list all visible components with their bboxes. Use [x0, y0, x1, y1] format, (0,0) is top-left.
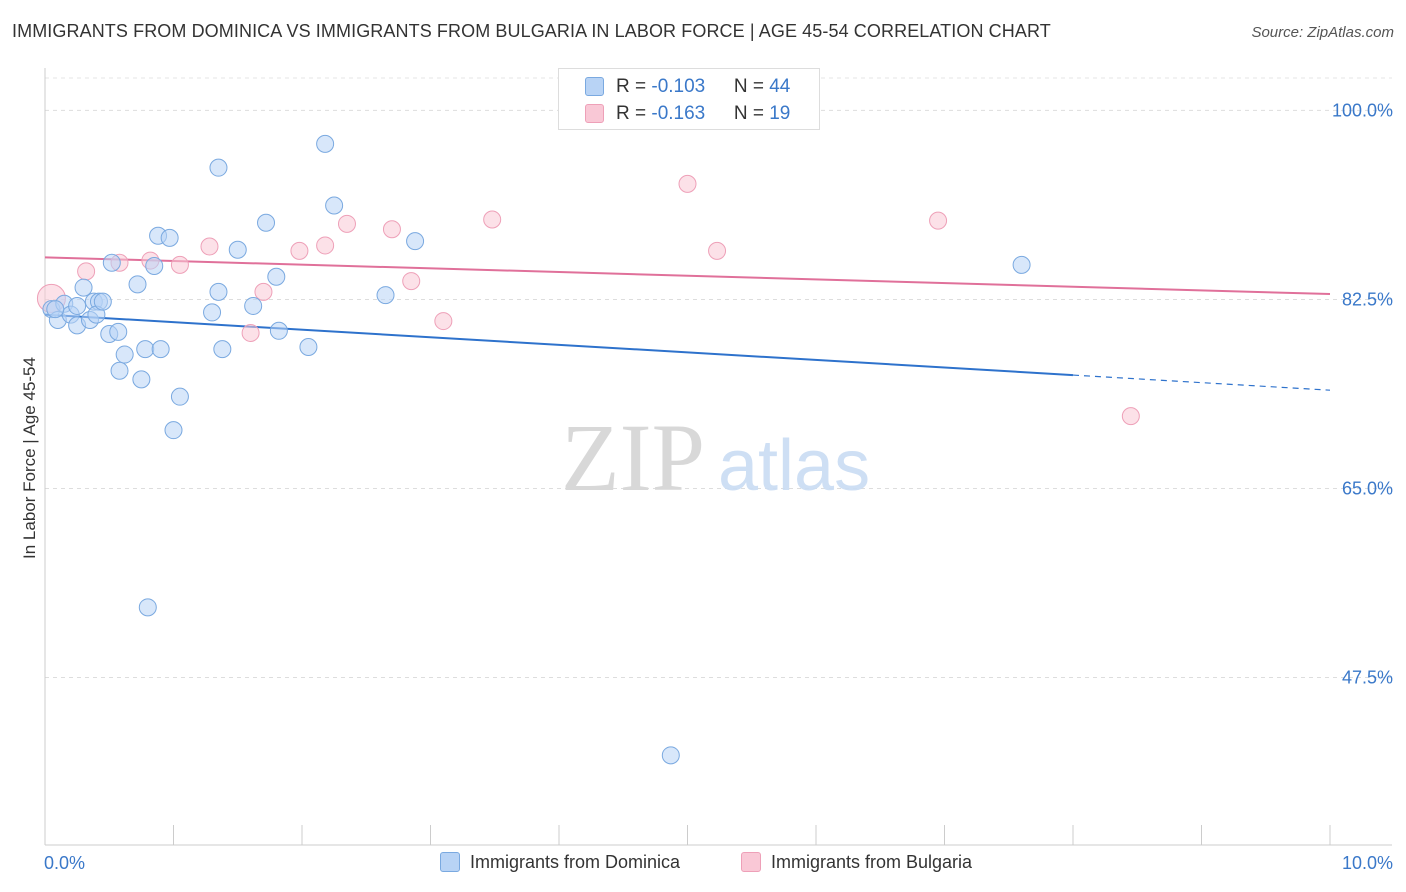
legend-n-value: 44: [769, 76, 791, 97]
trend-line-dominica: [44, 313, 1074, 377]
dominica-point: [213, 340, 232, 359]
x-tick-label-min: 0.0%: [44, 853, 85, 873]
dominica-point: [132, 370, 151, 389]
watermark-atlas: atlas: [718, 426, 870, 506]
dominica-point: [145, 256, 164, 275]
bulgaria-point: [316, 236, 335, 255]
y-axis-label: In Labor Force | Age 45-54: [20, 357, 39, 559]
dominica-point: [128, 275, 147, 294]
bulgaria-point: [708, 241, 727, 260]
legend-r-label: R =: [616, 76, 652, 97]
tick-labels: 100.0% 82.5% 65.0% 47.5% 0.0% 10.0%: [44, 100, 1393, 873]
dominica-point: [74, 278, 93, 297]
bulgaria-point: [200, 237, 219, 256]
dominica-point: [267, 267, 286, 286]
dominica-point: [164, 421, 183, 440]
legend-n-label: N =: [733, 103, 770, 124]
bulgaria-point: [290, 241, 309, 260]
trend-lines: [44, 256, 1331, 391]
bulgaria-point: [483, 210, 502, 229]
dominica-point: [269, 321, 288, 340]
dominica-point: [136, 340, 155, 359]
y-tick-label: 82.5%: [1342, 289, 1393, 309]
legend-swatch-dominica: [585, 77, 604, 96]
chart-title: IMMIGRANTS FROM DOMINICA VS IMMIGRANTS F…: [12, 21, 1051, 41]
gridlines: [45, 77, 1392, 679]
legend-n-label: N =: [733, 76, 770, 97]
dominica-point: [170, 387, 189, 406]
bulgaria-point: [254, 282, 273, 301]
dominica-point: [68, 296, 87, 315]
bulgaria-point: [337, 214, 356, 233]
trend-line-bulgaria: [44, 256, 1331, 296]
dominica-point: [406, 232, 425, 251]
dominica-point: [299, 337, 318, 356]
bottom-legend-swatch-dominica: [440, 852, 460, 872]
bottom-legend-bulgaria: Immigrants from Bulgaria: [741, 852, 972, 873]
bulgaria-point: [929, 211, 948, 230]
dominica-point: [209, 282, 228, 301]
dominica-point: [316, 134, 335, 153]
y-tick-label: 100.0%: [1332, 100, 1393, 120]
dominica-point: [209, 158, 228, 177]
legend-r-value: -0.103: [651, 76, 706, 97]
dominica-point: [1012, 255, 1031, 274]
source-credit: Source: ZipAtlas.com: [1251, 24, 1394, 41]
bulgaria-point: [170, 255, 189, 274]
dominica-point: [376, 286, 395, 305]
dominica-point: [151, 340, 170, 359]
dominica-point: [203, 303, 222, 322]
legend-r-value: -0.163: [651, 103, 706, 124]
bulgaria-point: [434, 312, 453, 331]
bulgaria-point: [678, 174, 697, 193]
dominica-point: [661, 746, 680, 765]
dominica-point: [115, 345, 134, 364]
bulgaria-point: [1121, 407, 1140, 426]
dominica-point: [160, 228, 179, 247]
trend-line-dominica-extrapolated: [1072, 374, 1331, 391]
dominica-point: [325, 196, 344, 215]
dominica-point: [110, 361, 129, 380]
bulgaria-point: [241, 323, 260, 342]
y-tick-label: 47.5%: [1342, 668, 1393, 688]
dominica-point: [138, 598, 157, 617]
scatter-points: [36, 134, 1140, 765]
bulgaria-point: [402, 272, 421, 291]
legend-swatch-bulgaria: [585, 104, 604, 123]
dominica-point: [244, 296, 263, 315]
bottom-legend-label-dominica: Immigrants from Dominica: [470, 852, 681, 872]
dominica-point: [93, 292, 112, 311]
stats-legend: R = -0.103 N = 44 R = -0.163 N = 19: [558, 68, 820, 130]
bottom-legend-swatch-bulgaria: [741, 852, 761, 872]
axes: [44, 68, 1392, 846]
dominica-point: [46, 300, 65, 319]
dominica-point: [257, 213, 276, 232]
dominica-point: [109, 322, 128, 341]
dominica-point: [228, 240, 247, 259]
bottom-legend-dominica: Immigrants from Dominica: [440, 852, 680, 873]
bulgaria-point: [382, 220, 401, 239]
dominica-point: [102, 253, 121, 272]
bottom-legend-label-bulgaria: Immigrants from Bulgaria: [771, 852, 973, 872]
legend-r-label: R =: [616, 103, 652, 124]
watermark: ZIP atlas: [561, 404, 870, 511]
bulgaria-point: [77, 262, 96, 281]
x-tick-label-max: 10.0%: [1342, 853, 1393, 873]
watermark-zip: ZIP: [561, 404, 705, 511]
y-tick-label: 65.0%: [1342, 479, 1393, 499]
legend-n-value: 19: [769, 103, 791, 124]
